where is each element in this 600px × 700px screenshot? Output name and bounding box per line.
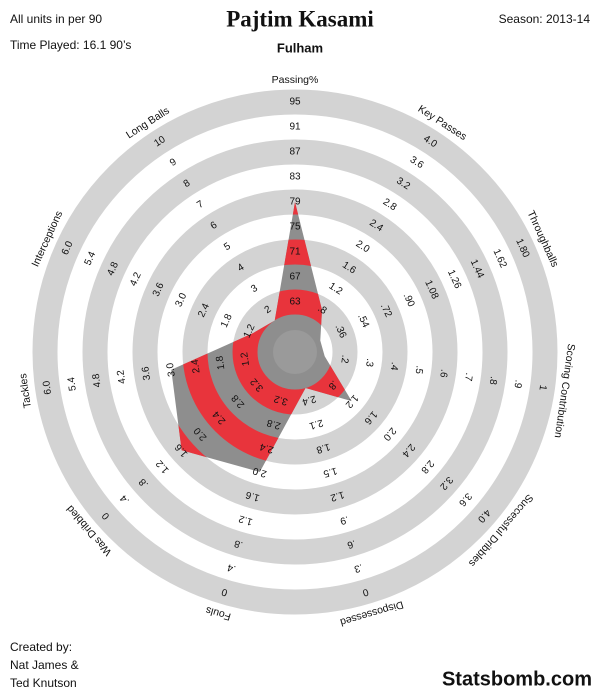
tick-label: .4	[118, 492, 132, 506]
tick-label: 6.0	[60, 239, 76, 257]
tick-label: 2.4	[258, 440, 275, 455]
tick-label: 5.4	[83, 250, 99, 268]
tick-label: .3	[352, 561, 364, 574]
tick-label: 95	[289, 97, 301, 108]
tick-label: 2.4	[300, 393, 317, 408]
ring	[32, 89, 558, 615]
ring	[82, 139, 508, 565]
tick-label: 4.2	[115, 369, 128, 385]
tick-label: 1.8	[214, 355, 227, 371]
tick-label: 1.8	[219, 312, 235, 330]
credit: Ted Knutson	[10, 676, 77, 690]
tick-label: 0	[100, 510, 112, 522]
tick-label: .4	[388, 361, 400, 371]
tick-label: 2.4	[190, 358, 203, 374]
tick-label: .4	[226, 561, 238, 574]
axis-name: Tackles	[17, 373, 34, 409]
tick-label: 3.2	[272, 392, 289, 407]
tick-label: 3.0	[165, 362, 178, 378]
player-area-highlight	[171, 202, 352, 472]
tick-label: 2.0	[380, 425, 398, 443]
tick-label: 6	[209, 220, 220, 232]
tick-label: 8	[182, 178, 193, 190]
tick-label: .7	[462, 372, 474, 382]
tick-label: 1.2	[329, 489, 346, 504]
tick-label: 2.0	[354, 239, 372, 256]
tick-label: .90	[401, 292, 417, 310]
tick-label: 1.8	[314, 441, 331, 456]
tick-label: 2.1	[307, 417, 324, 432]
axis-name: Passing%	[272, 74, 319, 86]
tick-label: 1.5	[322, 465, 339, 480]
chart-title: Pajtim Kasami	[226, 6, 374, 31]
tick-label: 5	[222, 241, 233, 253]
tick-label: .54	[355, 312, 371, 330]
tick-label: 2.0	[251, 464, 268, 479]
tick-label: 87	[289, 147, 301, 158]
tick-label: 2.4	[196, 302, 212, 320]
tick-label: 2.8	[418, 458, 436, 476]
tick-label: 7	[195, 199, 206, 211]
tick-label: .6	[437, 368, 449, 378]
tick-label: 1	[536, 384, 548, 392]
tick-label: 3.6	[456, 490, 474, 508]
tick-label: 6.0	[41, 379, 54, 395]
tick-label: 3.6	[408, 154, 426, 171]
time-played: Time Played: 16.1 90’s	[10, 38, 131, 52]
tick-label: 5.4	[66, 376, 79, 392]
brand: Statsbomb.com	[442, 668, 592, 690]
tick-label: 79	[289, 197, 301, 208]
tick-label: .9	[338, 513, 350, 526]
tick-label: 2.8	[265, 416, 282, 431]
tick-label: .36	[332, 323, 348, 341]
tick-label: 1.62	[490, 247, 508, 270]
credit: Created by:	[10, 640, 72, 654]
tick-label: 2	[263, 304, 274, 316]
tick-label: 75	[289, 222, 301, 233]
tick-label: 3.6	[151, 281, 167, 299]
axis-name: Fouls	[204, 604, 232, 623]
tick-label: .3	[363, 358, 375, 368]
tick-label: .6	[345, 537, 357, 550]
tick-label: 91	[289, 122, 301, 133]
tick-label: 4.8	[105, 260, 121, 278]
tick-label: .9	[511, 379, 523, 389]
tick-label: .8	[233, 537, 245, 550]
season: Season: 2013-14	[499, 12, 591, 26]
tick-label: 0	[220, 586, 229, 598]
tick-label: 1.2	[327, 281, 345, 298]
center-disc	[273, 330, 317, 374]
tick-label: 3.0	[174, 291, 190, 309]
tick-label: 0	[361, 586, 370, 598]
tick-label: .8	[487, 376, 499, 386]
tick-label: .2	[338, 354, 350, 364]
tick-label: 4	[236, 262, 247, 274]
tick-label: 9	[168, 156, 179, 168]
tick-label: .72	[378, 302, 394, 320]
tick-label: 1.26	[445, 268, 463, 291]
tick-label: 71	[289, 247, 301, 258]
tick-label: 4.2	[128, 270, 144, 288]
tick-label: 1.2	[154, 457, 172, 475]
tick-label: 3.6	[140, 365, 153, 381]
tick-label: 3	[249, 283, 260, 295]
tick-label: 1.2	[237, 512, 254, 527]
tick-label: 67	[289, 272, 301, 283]
tick-label: .5	[412, 365, 424, 375]
credit: Nat James &	[10, 658, 79, 672]
tick-label: 1.2	[242, 322, 258, 340]
units-note: All units in per 90	[10, 12, 102, 26]
chart-subtitle: Fulham	[277, 40, 323, 55]
tick-label: 4.8	[91, 372, 104, 388]
tick-label: 1.2	[239, 351, 252, 367]
tick-label: 1.6	[244, 488, 261, 503]
tick-label: 2.8	[381, 197, 399, 214]
tick-label: 63	[289, 297, 301, 308]
tick-label: 83	[289, 172, 301, 183]
